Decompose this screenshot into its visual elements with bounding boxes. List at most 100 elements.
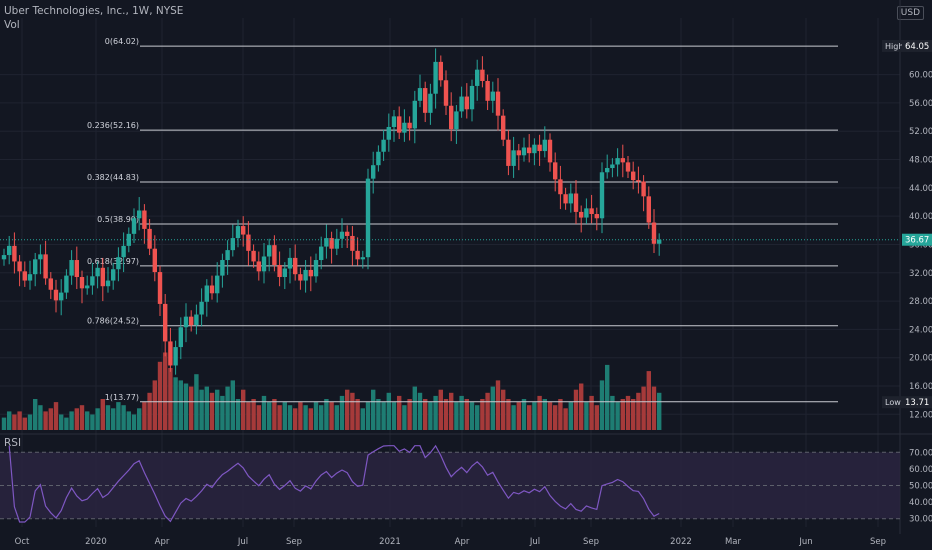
volume-bar xyxy=(178,380,183,430)
volume-bar xyxy=(516,402,521,430)
price-tag-value: 13.71 xyxy=(905,398,929,408)
candle-body xyxy=(64,275,69,293)
chart-title: Uber Technologies, Inc., 1W, NYSE xyxy=(4,5,184,17)
currency-badge[interactable]: USD xyxy=(896,6,924,20)
candle-body xyxy=(443,80,449,106)
candle-body xyxy=(241,226,246,235)
time-tick-label: Sep xyxy=(870,537,886,547)
volume-bar xyxy=(152,380,157,430)
candle-body xyxy=(194,314,199,326)
price-tick-label: 32.00 xyxy=(909,269,932,279)
candle-body xyxy=(501,115,506,140)
volume-bar xyxy=(313,402,319,430)
volume-bar xyxy=(230,380,235,430)
time-tick-label: Oct xyxy=(15,537,30,547)
volume-bar xyxy=(547,402,553,430)
candle-body xyxy=(261,256,267,272)
time-tick-label: Apr xyxy=(155,537,170,547)
time-tick-label: Mar xyxy=(725,537,742,547)
time-tick-label: Jul xyxy=(237,537,248,547)
volume-bar xyxy=(22,417,27,430)
price-tag-value: 36.67 xyxy=(905,236,929,246)
volume-bar xyxy=(449,392,454,430)
fib-level-label: 0.618(32.97) xyxy=(87,257,139,266)
volume-bar xyxy=(360,408,365,430)
candle-body xyxy=(547,139,553,163)
volume-bar xyxy=(511,405,516,430)
price-tag-label: High xyxy=(885,42,903,51)
volume-bar xyxy=(527,405,532,430)
volume-bar xyxy=(355,399,360,430)
candle-body xyxy=(376,151,381,166)
volume-bar xyxy=(157,361,163,430)
volume-bar xyxy=(189,386,194,430)
candle-body xyxy=(74,260,79,278)
volume-bar xyxy=(137,408,142,430)
volume-bar xyxy=(163,352,168,430)
candle-body xyxy=(428,93,433,113)
candle-body xyxy=(641,181,646,197)
candle-body xyxy=(615,158,620,165)
rsi-label: RSI xyxy=(4,437,22,449)
volume-bar xyxy=(495,380,501,430)
volume-bar xyxy=(381,402,386,430)
candle-body xyxy=(235,226,241,239)
candle-body xyxy=(329,238,334,249)
candle-body xyxy=(350,235,355,251)
volume-bar xyxy=(345,389,350,430)
volume-bar xyxy=(173,377,178,430)
candle-body xyxy=(173,347,178,366)
candle-body xyxy=(558,179,563,195)
candle-body xyxy=(313,260,319,277)
candle-body xyxy=(204,285,209,302)
volume-bar xyxy=(350,392,355,430)
candle-body xyxy=(48,278,53,290)
candle-body xyxy=(100,267,105,287)
candle-body xyxy=(246,234,251,251)
price-tag-box xyxy=(902,396,932,409)
candle-body xyxy=(423,88,428,113)
candle-body xyxy=(631,171,636,181)
candle-body xyxy=(511,150,516,166)
fib-level-label: 0(64.02) xyxy=(105,37,139,46)
volume-bar xyxy=(542,399,547,430)
volume-bar xyxy=(605,364,610,430)
candle-body xyxy=(449,105,454,130)
last-price-tag: 36.67 xyxy=(902,233,932,246)
volume-bar xyxy=(646,371,651,430)
volume-bar xyxy=(90,414,95,430)
high-price-tag: High 64.05 xyxy=(882,39,932,52)
candle-body xyxy=(469,85,475,110)
price-tick-label: 12.00 xyxy=(909,410,932,420)
volume-bar xyxy=(485,392,490,430)
volume-bar xyxy=(168,368,173,430)
volume-bar xyxy=(558,399,563,430)
candle-body xyxy=(568,193,573,204)
candle-body xyxy=(324,238,329,247)
candle-body xyxy=(553,162,558,180)
price-tag-box xyxy=(902,39,932,52)
price-tick-label: 60.00 xyxy=(909,71,932,81)
candle-body xyxy=(163,303,168,342)
volume-bar xyxy=(553,405,558,430)
volume-bar xyxy=(594,405,599,430)
candle-body xyxy=(516,150,521,156)
candle-body xyxy=(147,228,152,249)
volume-bar xyxy=(657,392,662,430)
volume-bar xyxy=(183,383,189,430)
volume-bar xyxy=(417,392,423,430)
candle-body xyxy=(495,91,501,116)
volume-bar xyxy=(64,417,69,430)
candle-body xyxy=(105,280,111,287)
candle-body xyxy=(480,69,485,81)
time-tick-label: Sep xyxy=(286,537,302,547)
volume-bar xyxy=(100,399,105,430)
volume-bar xyxy=(59,414,64,430)
volume-bar xyxy=(95,408,100,430)
volume-bar xyxy=(142,402,147,430)
volume-bar xyxy=(365,402,371,430)
candle-body xyxy=(22,271,27,281)
candle-body xyxy=(537,144,542,152)
